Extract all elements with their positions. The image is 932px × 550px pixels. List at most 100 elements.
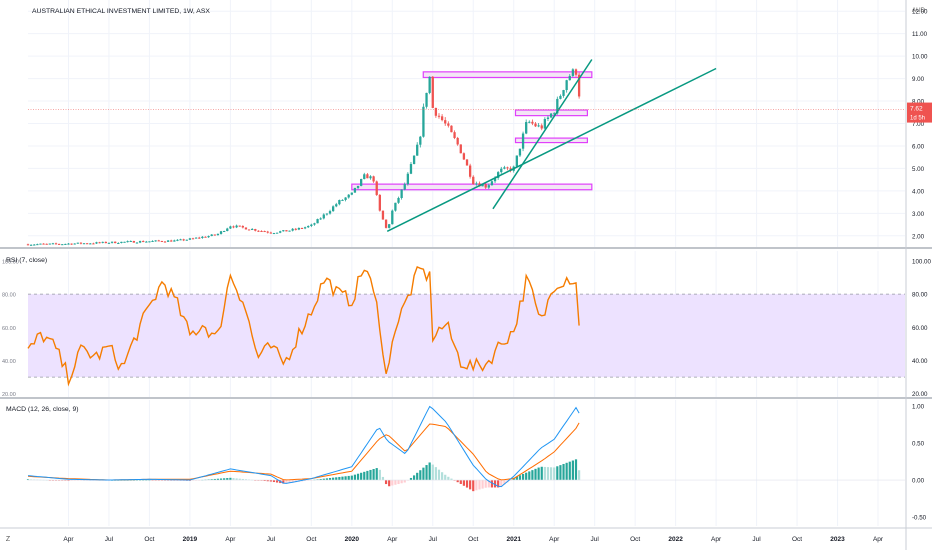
- candle-body: [92, 243, 95, 245]
- macd-histogram-bar: [543, 466, 546, 481]
- candle-body: [300, 227, 304, 229]
- candle-body: [515, 155, 518, 167]
- candle-body: [207, 236, 210, 238]
- candle-body: [160, 240, 164, 242]
- macd-histogram-bar: [391, 480, 394, 486]
- macd-histogram-bar: [229, 477, 232, 481]
- candle-body: [394, 202, 397, 211]
- candle-body: [453, 132, 456, 138]
- time-axis-label: Jul: [752, 536, 761, 543]
- candle-body: [142, 241, 145, 243]
- macd-histogram-bar: [462, 480, 466, 486]
- candle-body: [322, 214, 325, 219]
- time-axis-label: Jul: [105, 536, 114, 543]
- candle-body: [381, 210, 385, 220]
- macd-histogram-bar: [472, 480, 475, 492]
- macd-histogram-bar: [369, 469, 372, 481]
- candle-body: [416, 144, 419, 156]
- candle-body: [484, 184, 487, 188]
- candle-body: [369, 176, 372, 179]
- rsi-left-axis-label: 100.00: [2, 259, 19, 265]
- candle-body: [440, 116, 444, 121]
- candle-body: [251, 229, 254, 231]
- macd-histogram-bar: [515, 476, 518, 481]
- candle-body: [328, 211, 332, 214]
- trendline[interactable]: [386, 67, 717, 232]
- candle-body: [191, 238, 195, 240]
- rsi-axis-label: 80.00: [912, 292, 928, 299]
- price-axis-label: 6.00: [912, 143, 925, 150]
- trendline[interactable]: [492, 59, 593, 210]
- candle-body: [497, 172, 500, 178]
- candle-body: [577, 74, 581, 97]
- candle-body: [269, 232, 273, 234]
- macd-histogram-bar: [388, 480, 391, 487]
- macd-histogram-bar: [434, 467, 437, 481]
- candle-body: [198, 237, 201, 239]
- macd-histogram-bar: [487, 480, 490, 488]
- macd-histogram-bar: [537, 467, 540, 481]
- rsi-line[interactable]: [27, 265, 580, 387]
- candle-body: [472, 176, 475, 185]
- price-axis-label: 4.00: [912, 188, 925, 195]
- macd-histogram-bar: [341, 476, 344, 481]
- candle-body: [303, 227, 307, 229]
- price-axis-label: 11.00: [912, 31, 928, 38]
- candle-body: [459, 144, 462, 154]
- macd-histogram-bar: [360, 472, 363, 481]
- rsi-left-axis-label: 40.00: [2, 359, 16, 365]
- candle-body: [226, 228, 229, 232]
- rsi-left-axis-label: 60.00: [2, 326, 16, 332]
- candle-body: [57, 243, 61, 245]
- candle-body: [344, 197, 347, 200]
- time-axis-label: Oct: [468, 536, 478, 543]
- candle-body: [553, 113, 556, 115]
- candle-body: [247, 229, 251, 231]
- scale-settings-button[interactable]: Z: [6, 536, 11, 543]
- macd-histogram-bar: [319, 479, 322, 481]
- rsi-axis-label: 20.00: [912, 391, 928, 398]
- time-axis-label: Oct: [630, 536, 640, 543]
- macd-histogram-bar: [26, 479, 30, 481]
- macd-histogram-bar: [347, 475, 350, 481]
- candle-body: [26, 244, 30, 246]
- macd-histogram-bar: [216, 478, 220, 481]
- candle-body: [500, 168, 503, 173]
- candle-body: [325, 213, 329, 215]
- candle-body: [260, 230, 263, 232]
- candle-body: [562, 90, 565, 96]
- macd-histogram-bar: [549, 467, 553, 481]
- candle-body: [350, 192, 353, 195]
- candle-body: [356, 185, 360, 188]
- time-axis-label: Oct: [792, 536, 802, 543]
- candle-body: [400, 189, 403, 198]
- candle-body: [419, 136, 422, 145]
- chart-title: AUSTRALIAN ETHICAL INVESTMENT LIMITED, 1…: [32, 8, 210, 15]
- candle-body: [568, 75, 571, 81]
- candle-body: [148, 241, 151, 243]
- candle-body: [378, 194, 381, 211]
- macd-histogram-bar: [490, 480, 494, 488]
- macd-histogram-bar: [344, 476, 347, 481]
- support-resistance-zone[interactable]: [422, 71, 593, 79]
- candle-body: [531, 121, 534, 124]
- candle-body: [406, 173, 410, 185]
- macd-histogram-bar: [568, 461, 571, 481]
- time-axis-label: Jul: [591, 536, 600, 543]
- candle-body: [319, 218, 322, 220]
- time-axis-label: 2023: [830, 536, 845, 543]
- candle-body: [123, 241, 126, 243]
- candle-body: [468, 165, 472, 177]
- macd-histogram-bar: [431, 464, 434, 481]
- candle-body: [238, 225, 241, 227]
- support-resistance-zone[interactable]: [514, 137, 588, 144]
- candle-body: [216, 233, 220, 236]
- macd-histogram-bar: [503, 480, 506, 485]
- macd-histogram-bar: [465, 480, 469, 488]
- candle-body: [213, 234, 216, 236]
- macd-histogram-bar: [441, 472, 444, 481]
- macd-line[interactable]: [27, 405, 580, 488]
